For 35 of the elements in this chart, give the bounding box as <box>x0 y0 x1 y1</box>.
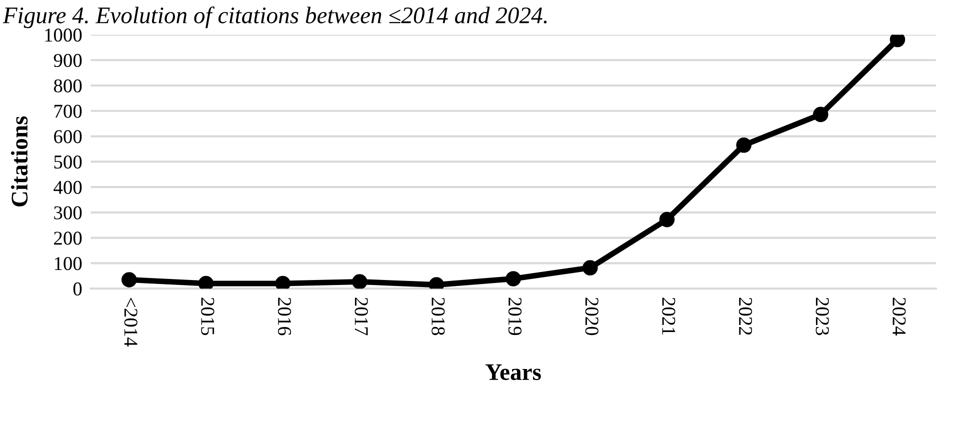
x-tick-label: <2014 <box>124 298 138 346</box>
x-tick-label: 2022 <box>738 298 752 335</box>
x-tick-label: 2017 <box>354 298 368 336</box>
x-tick-label: 2021 <box>662 298 676 335</box>
y-tick-label: 1000 <box>45 28 82 42</box>
y-tick-label: 600 <box>54 130 82 144</box>
x-tick-label: 2016 <box>278 298 292 336</box>
y-tick-label: 500 <box>54 155 82 169</box>
y-tick-label: 0 <box>73 282 82 296</box>
x-tick-label: 2020 <box>585 298 598 336</box>
point <box>659 212 675 228</box>
y-tick-label: 700 <box>54 104 82 118</box>
point <box>275 276 290 289</box>
point <box>582 260 598 276</box>
point <box>736 138 752 153</box>
x-tick-label: 2018 <box>432 298 445 336</box>
x-tick-label: 2019 <box>508 298 522 336</box>
point <box>813 106 828 122</box>
point <box>890 34 906 48</box>
y-tick-label: 100 <box>54 257 82 270</box>
y-tick-label: 900 <box>54 54 82 68</box>
y-axis-title: Citations <box>10 116 28 206</box>
point <box>198 276 214 289</box>
x-tick-label: 2023 <box>816 298 829 336</box>
point <box>506 271 521 286</box>
chart-title: Figure 4. Evolution of citations between ≤2014 and 2024. <box>2 6 547 28</box>
y-tick-label: 400 <box>54 180 82 194</box>
y-tick-label: 300 <box>54 206 82 220</box>
y-tick-label: 200 <box>54 232 82 245</box>
x-tick-label: 2024 <box>892 298 906 336</box>
y-tick-label: 800 <box>54 79 82 92</box>
x-tick-label: 2015 <box>201 298 214 336</box>
point <box>122 272 137 288</box>
x-axis-title: Years <box>486 364 541 380</box>
point <box>352 274 368 289</box>
